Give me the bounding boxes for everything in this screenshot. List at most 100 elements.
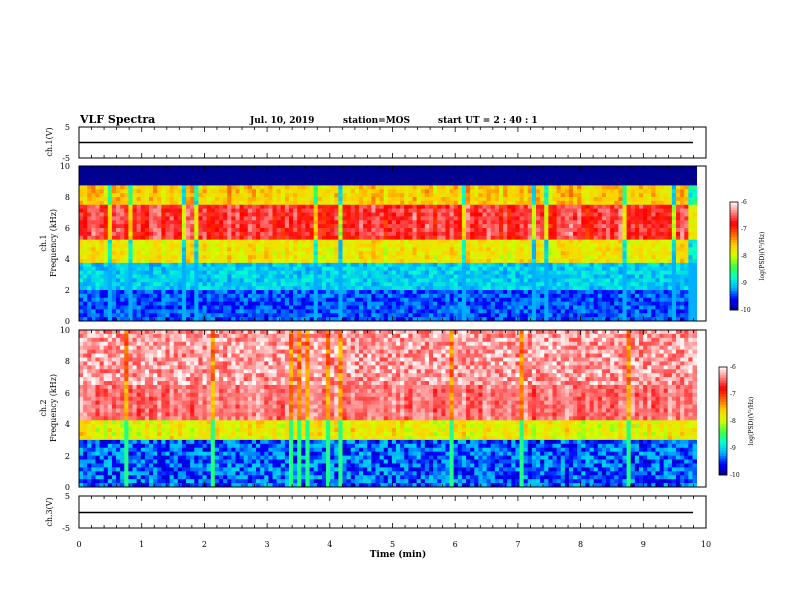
spectrogram-cell [478,189,483,194]
spectrogram-cell [548,247,553,252]
spectrogram-cell [202,286,208,291]
spectrogram-cell [573,259,578,264]
spectrogram-cell [247,208,253,213]
spectrogram-cell [548,270,553,275]
chart-title: VLF Spectra [79,113,155,126]
spectrogram-cell [140,313,146,318]
spectrogram-cell [428,220,434,225]
spectrogram-cell [482,224,488,229]
spectrogram-cell [424,212,430,217]
spectrogram-cell [564,317,570,322]
spectrogram-cell [441,255,446,260]
spectrogram-cell [519,173,525,179]
spectrogram-cell [428,286,434,291]
spectrogram-cell [157,251,162,256]
spectrogram-cell [165,301,170,306]
spectrogram-cell [490,239,496,244]
spectrogram-cell [482,228,488,233]
spectrogram-cell [321,216,327,221]
spectrogram-cell [527,231,533,237]
spectrogram-cell [338,274,343,279]
spectrogram-cell [321,251,327,256]
spectrogram-cell [523,189,529,194]
spectrogram-cell [186,274,191,279]
spectrogram-cell [490,181,496,186]
spectrogram-cell [437,274,442,279]
spectrogram-cell [103,239,109,244]
spectrogram-cell [301,259,306,264]
spectrogram-cell [280,239,286,244]
spectrogram-cell [511,266,516,272]
spectrogram-cell [173,200,179,206]
spectrogram-cell [536,228,541,233]
spectrogram-cell [128,239,133,244]
spectrogram-cell [190,293,195,299]
spectrogram-cell [507,313,512,318]
spectrogram-cell [284,169,290,175]
spectrogram-cell [256,216,261,221]
spectrogram-cell [280,282,286,287]
spectrogram-cell [132,305,138,310]
spectrogram-cell [437,212,442,217]
spectrogram-cell [560,208,566,213]
spectrogram-cell [272,290,278,295]
spectrogram-cell [330,224,335,229]
spectrogram-cell [354,197,360,202]
spectrogram-cell [556,185,562,190]
spectrogram-cell [330,181,335,186]
spectrogram-cell [568,166,574,171]
spectrogram-cell [181,255,187,260]
spectrogram-cell [116,255,121,260]
spectrogram-cell [428,185,434,190]
spectrogram-cell [186,270,191,275]
spectrogram-cell [177,204,183,210]
spectrogram-cell [317,259,323,264]
spectrogram-cell [498,197,504,202]
spectrogram-cell [363,216,368,221]
spectrogram-cell [437,301,442,306]
spectrogram-cell [338,169,343,175]
spectrogram-cell [87,255,92,260]
spectrogram-cell [169,274,175,279]
spectrogram-cell [552,181,558,186]
spectrogram-cell [478,239,483,244]
spectrogram-cell [161,251,166,256]
spectrogram-cell [552,204,558,210]
spectrogram-cell [507,290,512,295]
spectrogram-cell [338,200,343,206]
spectrogram-cell [433,247,438,252]
spectrogram-cell [461,181,467,186]
spectrogram-cell [301,290,306,295]
spectrogram-cell [338,286,343,291]
spectrogram-cell [79,216,84,221]
spectrogram-cell [424,243,430,248]
spectrogram-cell [564,208,570,213]
spectrogram-cell [396,313,401,318]
spectrogram-cell [111,216,117,221]
spectrogram-cell [330,309,335,314]
spectrogram-cell [190,251,195,256]
spectrogram-cell [116,266,121,272]
spectrogram-cell [243,216,249,221]
spectrogram-cell [503,301,508,306]
spectrogram-cell [346,173,352,179]
spectrogram-cell [498,173,504,179]
spectrogram-cell [128,262,133,268]
spectrogram-cell [305,185,310,190]
spectrogram-cell [519,228,525,233]
spectrogram-cell [404,309,409,314]
spectrogram-cell [416,177,422,182]
spectrogram-cell [482,204,488,210]
spectrogram-cell [416,243,422,248]
spectrogram-cell [260,282,265,287]
spectrogram-cell [140,224,146,229]
spectrogram-cell [544,239,549,244]
spectrogram-cell [235,255,240,260]
spectrogram-cell [334,177,339,182]
spectrogram-cell [268,266,273,272]
spectrogram-cell [297,200,302,206]
spectrogram-cell [153,247,158,252]
spectrogram-cell [342,177,348,182]
spectrogram-cell [441,216,446,221]
spectrogram-cell [260,239,265,244]
